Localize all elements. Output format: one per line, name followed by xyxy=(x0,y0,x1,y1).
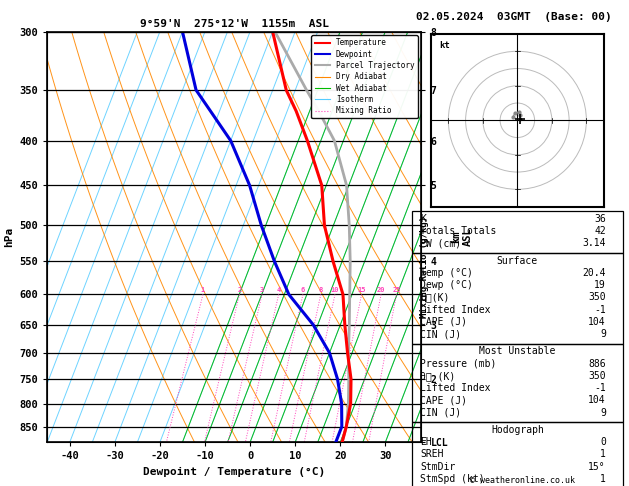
Text: 9: 9 xyxy=(600,408,606,417)
Text: Most Unstable: Most Unstable xyxy=(479,346,555,356)
Text: 3.14: 3.14 xyxy=(582,238,606,248)
Y-axis label: hPa: hPa xyxy=(4,227,14,247)
Text: θᴄ (K): θᴄ (K) xyxy=(420,371,455,381)
Bar xyxy=(412,211,623,253)
Text: Temp (°C): Temp (°C) xyxy=(420,268,473,278)
Text: 350: 350 xyxy=(588,292,606,302)
Text: 1: 1 xyxy=(600,474,606,484)
Text: 25: 25 xyxy=(392,287,401,293)
Legend: Temperature, Dewpoint, Parcel Trajectory, Dry Adiabat, Wet Adiabat, Isotherm, Mi: Temperature, Dewpoint, Parcel Trajectory… xyxy=(311,35,418,118)
Text: 1: 1 xyxy=(600,449,606,459)
Text: SREH: SREH xyxy=(420,449,444,459)
Text: Pressure (mb): Pressure (mb) xyxy=(420,359,497,368)
Text: Hodograph: Hodograph xyxy=(491,425,544,435)
Text: 15: 15 xyxy=(357,287,366,293)
Text: 20.4: 20.4 xyxy=(582,268,606,278)
Text: EH: EH xyxy=(420,437,432,447)
Text: kt: kt xyxy=(440,41,450,50)
Text: 36: 36 xyxy=(594,214,606,224)
Text: StmDir: StmDir xyxy=(420,462,455,471)
Text: 1: 1 xyxy=(201,287,205,293)
Text: -1: -1 xyxy=(594,383,606,393)
Bar xyxy=(412,344,623,422)
Text: 4: 4 xyxy=(277,287,281,293)
Text: Totals Totals: Totals Totals xyxy=(420,226,497,236)
Text: Lifted Index: Lifted Index xyxy=(420,305,491,314)
Text: Lifted Index: Lifted Index xyxy=(420,383,491,393)
Y-axis label: km
ASL: km ASL xyxy=(451,227,472,246)
Text: 350: 350 xyxy=(588,371,606,381)
Text: CAPE (J): CAPE (J) xyxy=(420,317,467,327)
Text: StmSpd (kt): StmSpd (kt) xyxy=(420,474,485,484)
Text: 3: 3 xyxy=(260,287,264,293)
Text: 2: 2 xyxy=(237,287,242,293)
Text: CIN (J): CIN (J) xyxy=(420,329,462,339)
Bar xyxy=(412,253,623,344)
Text: 8: 8 xyxy=(319,287,323,293)
Bar xyxy=(412,422,623,486)
Text: 104: 104 xyxy=(588,317,606,327)
Text: 10: 10 xyxy=(331,287,339,293)
Text: © weatheronline.co.uk: © weatheronline.co.uk xyxy=(470,475,574,485)
Text: K: K xyxy=(420,214,426,224)
Text: -1: -1 xyxy=(594,305,606,314)
X-axis label: Dewpoint / Temperature (°C): Dewpoint / Temperature (°C) xyxy=(143,467,325,477)
Text: θᴄ(K): θᴄ(K) xyxy=(420,292,450,302)
Text: PW (cm): PW (cm) xyxy=(420,238,462,248)
Title: 9°59'N  275°12'W  1155m  ASL: 9°59'N 275°12'W 1155m ASL xyxy=(140,19,329,30)
Text: 6: 6 xyxy=(301,287,305,293)
Text: 886: 886 xyxy=(588,359,606,368)
Text: 9: 9 xyxy=(600,329,606,339)
Text: Mixing Ratio (g/kg): Mixing Ratio (g/kg) xyxy=(420,216,429,318)
Text: 19: 19 xyxy=(594,280,606,290)
Text: Dewp (°C): Dewp (°C) xyxy=(420,280,473,290)
Text: 42: 42 xyxy=(594,226,606,236)
Text: CIN (J): CIN (J) xyxy=(420,408,462,417)
Text: 02.05.2024  03GMT  (Base: 00): 02.05.2024 03GMT (Base: 00) xyxy=(416,12,612,22)
Text: 0: 0 xyxy=(600,437,606,447)
Text: 104: 104 xyxy=(588,395,606,405)
Text: CAPE (J): CAPE (J) xyxy=(420,395,467,405)
Text: 15°: 15° xyxy=(588,462,606,471)
Text: Surface: Surface xyxy=(497,256,538,265)
Text: 20: 20 xyxy=(377,287,386,293)
